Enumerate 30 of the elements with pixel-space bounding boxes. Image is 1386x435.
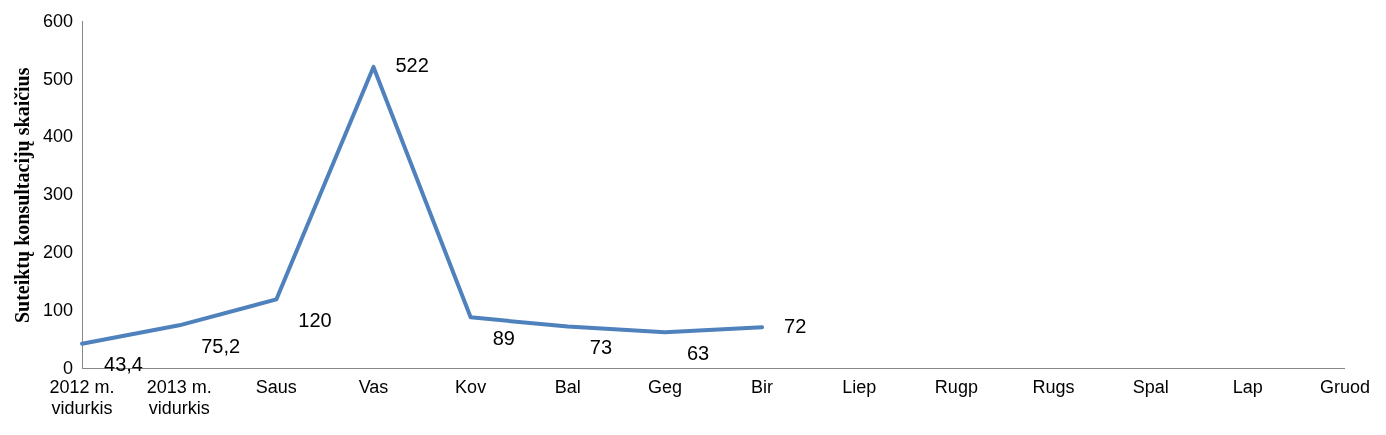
x-tick-label: Rugp: [934, 376, 978, 397]
data-label: 120: [298, 308, 332, 331]
data-label: 63: [686, 341, 710, 364]
x-tick-label: Geg: [647, 376, 682, 397]
x-tick-label: Rugs: [1032, 376, 1075, 397]
x-tick-label: Gruod: [1319, 376, 1370, 397]
data-label: 89: [492, 326, 515, 349]
data-label: 43,4: [104, 353, 143, 376]
y-axis-title: Suteiktų konsultacijų skaičius: [11, 67, 35, 324]
x-tick-label: Vas: [358, 376, 389, 397]
x-tick-label: Kov: [455, 376, 487, 397]
y-tick-label: 300: [42, 184, 74, 205]
x-tick-label: 2013 m. vidurkis: [146, 376, 212, 419]
x-tick-label: Liep: [842, 376, 877, 397]
data-label: 522: [395, 54, 429, 77]
y-tick-label: 100: [42, 299, 74, 320]
y-tick-label: 0: [63, 357, 74, 378]
data-label: 72: [784, 314, 807, 337]
x-tick-label: Bir: [751, 376, 774, 397]
y-tick-label: 600: [42, 10, 74, 31]
x-tick-label: 2012 m. vidurkis: [49, 376, 115, 419]
x-tick-label: Saus: [255, 376, 297, 397]
data-label: 75,2: [201, 334, 241, 357]
x-tick-label: Lap: [1232, 376, 1263, 397]
data-label: 73: [589, 336, 613, 359]
x-tick-label: Spal: [1132, 376, 1169, 397]
x-tick-label: Bal: [554, 376, 581, 397]
y-tick-label: 200: [42, 242, 74, 263]
y-tick-label: 400: [42, 126, 74, 147]
y-tick-label: 500: [42, 68, 74, 89]
